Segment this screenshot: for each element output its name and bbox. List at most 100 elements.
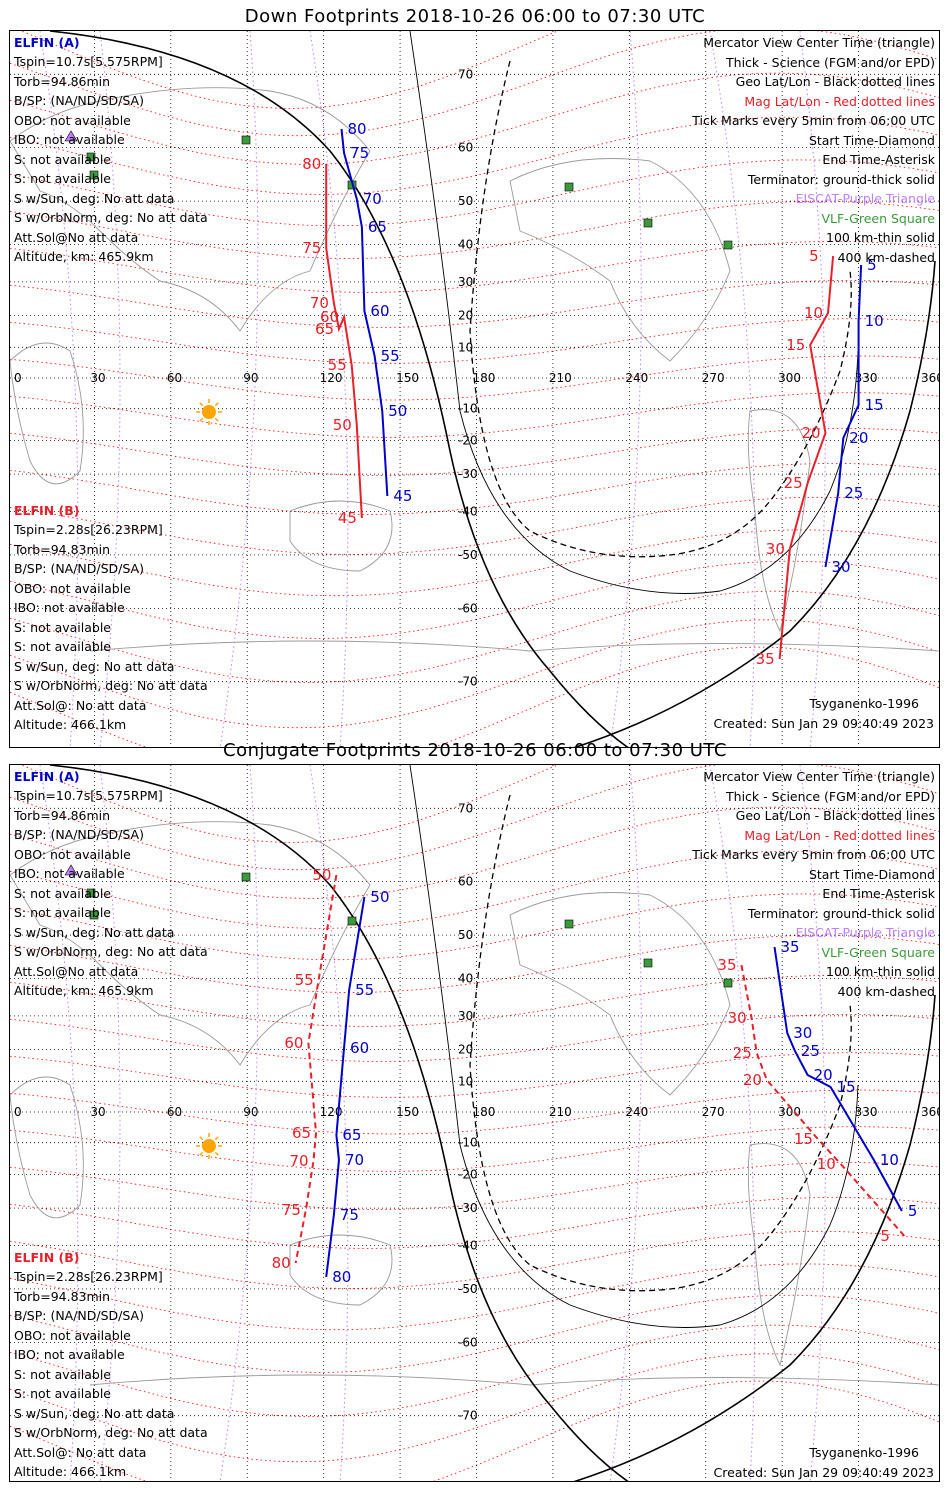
tick-mark-label: 45 xyxy=(338,509,357,527)
lat-tick-label: 30 xyxy=(458,1009,473,1023)
mag-lon-line xyxy=(99,31,121,747)
lon-tick-label: 240 xyxy=(625,1105,648,1119)
mag-lat-line xyxy=(10,893,939,961)
elfin-b-track-west: 50 55 60 65 70 75 80 xyxy=(272,866,338,1272)
vlf-station-square xyxy=(89,170,99,180)
info-line: B/SP: (NA/ND/SD/SA) xyxy=(14,93,144,108)
footprint-line xyxy=(778,255,835,660)
info-line: S: not available xyxy=(14,1386,111,1401)
tick-mark-label: 20 xyxy=(743,1071,762,1089)
footprint-line xyxy=(824,264,863,568)
tick-mark-label: 15 xyxy=(786,336,805,354)
sun-ray xyxy=(214,1151,219,1156)
legend-entry: 400 km-dashed xyxy=(837,983,935,999)
vlf-station-square xyxy=(241,872,251,882)
mag-lon-line xyxy=(709,765,756,1481)
tick-mark-label: 15 xyxy=(865,396,884,414)
terminator-ground xyxy=(573,994,936,1481)
lon-tick-label: 120 xyxy=(320,1105,343,1119)
info-line: Tspin=2.28s[26.23RPM] xyxy=(14,1269,163,1284)
sun-ray xyxy=(214,1136,219,1141)
tick-mark-label: 30 xyxy=(831,558,850,576)
lon-tick-label: 300 xyxy=(778,1105,801,1119)
legend-entry: Terminator: ground-thick solid xyxy=(747,171,935,187)
elfin-a-header: ELFIN (A) xyxy=(14,769,80,784)
tick-mark-label: 10 xyxy=(804,304,823,322)
mag-lat-line xyxy=(10,280,939,328)
legend-entry: Tick Marks every 5min from 06:00 UTC xyxy=(692,847,935,862)
mag-lat-line xyxy=(10,159,939,227)
footprint-line xyxy=(773,946,903,1212)
panel-title: Conjugate Footprints 2018-10-26 06:00 to… xyxy=(223,740,727,761)
info-line: B/SP: (NA/ND/SD/SA) xyxy=(14,827,144,842)
tick-mark-label: 10 xyxy=(880,1151,899,1169)
tick-mark-label: 5 xyxy=(809,247,819,265)
lon-tick-label: 330 xyxy=(855,371,878,385)
info-line: S: not available xyxy=(14,905,111,920)
tick-mark-label: 70 xyxy=(363,190,382,208)
created-timestamp: Created: Sun Jan 29 09:40:49 2023 xyxy=(713,716,934,731)
coastline xyxy=(89,1374,939,1386)
sun-disc xyxy=(202,1139,216,1153)
info-line: Tspin=2.28s[26.23RPM] xyxy=(14,522,163,537)
tick-mark-label: 75 xyxy=(350,144,369,162)
mag-lon-line xyxy=(799,765,826,1481)
info-line: Torb=94.86min xyxy=(14,807,111,823)
tick-mark-label: 75 xyxy=(282,1201,301,1219)
tick-mark-label: 35 xyxy=(717,956,736,974)
lon-tick-label: 60 xyxy=(167,371,182,385)
info-line: B/SP: (NA/ND/SD/SA) xyxy=(14,1308,144,1323)
lat-tick-label: 40 xyxy=(458,237,473,251)
tick-mark-label: 50 xyxy=(388,402,407,420)
tick-mark-label: 65 xyxy=(368,218,387,236)
elfin-b-track-east: 5 10 15 20 25 30 35 xyxy=(756,247,835,668)
elfin-b-header: ELFIN (B) xyxy=(14,1250,80,1265)
lat-tick-label: -20 xyxy=(458,1167,478,1181)
footprint-line xyxy=(325,164,363,519)
elfin-a-header: ELFIN (A) xyxy=(14,35,80,50)
legend-entry: Geo Lat/Lon - Black dotted lines xyxy=(735,808,935,823)
legend-entry: VLF-Green Square xyxy=(821,944,935,960)
lat-tick-label: 50 xyxy=(458,194,473,208)
footprint-line xyxy=(340,128,389,497)
elfin-a-track-east: 5 10 15 20 25 30 xyxy=(824,256,884,576)
lon-tick-label: 240 xyxy=(625,371,648,385)
tick-mark-label: 35 xyxy=(756,650,775,668)
tick-mark-label: 25 xyxy=(784,474,803,492)
tick-mark-label: 25 xyxy=(801,1042,820,1060)
info-line: Torb=94.83min xyxy=(14,1288,111,1304)
legend-entry: 100 km-thin solid xyxy=(826,964,935,979)
terminator-ground xyxy=(573,260,936,747)
mag-lon-line xyxy=(219,765,259,1481)
terminator-400km xyxy=(469,794,852,1292)
info-line: S w/OrbNorm, deg: No att data xyxy=(14,944,208,959)
legend-entry: Mercator View Center Time (triangle) xyxy=(703,35,935,50)
legend-entry: Mercator View Center Time (triangle) xyxy=(703,769,935,784)
info-line: S: not available xyxy=(14,639,111,654)
model-label: Tsyganenko-1996 xyxy=(809,1445,919,1460)
mag-lat-line xyxy=(10,934,939,993)
tick-mark-label: 20 xyxy=(801,424,820,442)
sun-disc xyxy=(202,405,216,419)
lat-tick-label: 50 xyxy=(458,928,473,942)
tick-mark-label: 75 xyxy=(340,1206,359,1224)
lat-tick-label: -40 xyxy=(458,505,478,519)
mag-lat-line xyxy=(10,463,939,515)
tick-mark-label: 25 xyxy=(844,484,863,502)
vlf-station-square xyxy=(643,218,653,228)
terminator-100km xyxy=(409,765,859,1328)
mag-lat-line xyxy=(10,1089,939,1135)
lat-tick-label: -30 xyxy=(458,467,478,481)
model-label: Tsyganenko-1996 xyxy=(809,696,919,711)
vlf-station-square xyxy=(723,978,733,988)
lon-tick-label: 90 xyxy=(243,1105,258,1119)
lon-tick-label: 30 xyxy=(90,371,105,385)
lon-tick-label: 330 xyxy=(855,1105,878,1119)
info-line: Att.Sol@No att data xyxy=(14,963,139,979)
lon-tick-label: 0 xyxy=(14,1105,22,1119)
tick-mark-label: 50 xyxy=(333,416,352,434)
tick-mark-label: 5 xyxy=(908,1202,918,1220)
mag-lon-line xyxy=(709,31,756,747)
terminator xyxy=(49,765,936,1481)
sun-ray xyxy=(199,417,204,422)
